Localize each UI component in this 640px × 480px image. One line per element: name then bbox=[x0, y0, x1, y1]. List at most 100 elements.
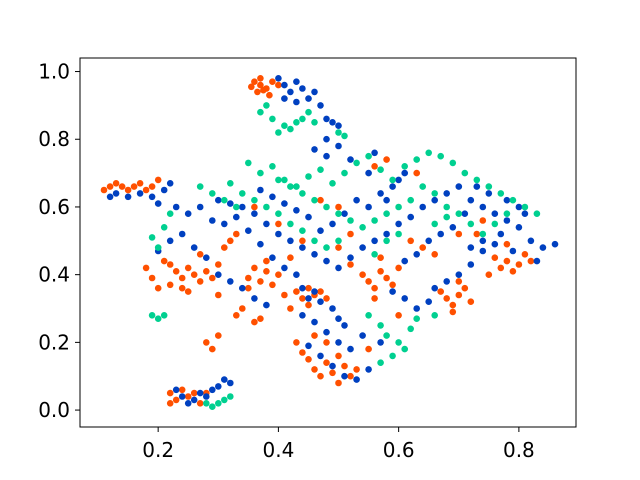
scatter-point bbox=[395, 230, 402, 238]
scatter-point bbox=[335, 379, 342, 387]
scatter-point bbox=[266, 91, 273, 99]
scatter-point bbox=[209, 403, 216, 411]
scatter-point bbox=[497, 230, 505, 238]
scatter-point bbox=[245, 159, 252, 167]
scatter-point bbox=[473, 230, 481, 238]
scatter-point bbox=[371, 217, 378, 224]
y-tick-label: 0.2 bbox=[38, 330, 70, 354]
scatter-point bbox=[287, 125, 294, 133]
x-tick-label: 0.2 bbox=[142, 438, 174, 462]
scatter-point bbox=[299, 244, 306, 251]
scatter-point bbox=[335, 352, 342, 360]
scatter-point bbox=[257, 315, 264, 323]
scatter-point bbox=[227, 180, 234, 187]
scatter-point bbox=[437, 288, 445, 295]
points-layer bbox=[100, 75, 559, 411]
scatter-point bbox=[293, 78, 300, 85]
scatter-point bbox=[299, 237, 306, 245]
scatter-point bbox=[341, 372, 348, 380]
scatter-point bbox=[245, 227, 252, 234]
scatter-point bbox=[233, 312, 240, 319]
scatter-point bbox=[299, 227, 306, 234]
scatter-point bbox=[491, 240, 499, 248]
scatter-point bbox=[401, 257, 409, 265]
scatter-point bbox=[461, 284, 469, 292]
scatter-point bbox=[190, 396, 198, 404]
scatter-point bbox=[311, 288, 318, 295]
scatter-point bbox=[323, 152, 330, 160]
scatter-point bbox=[287, 237, 294, 245]
scatter-point bbox=[527, 237, 535, 245]
scatter-point bbox=[347, 345, 354, 353]
scatter-point bbox=[407, 213, 415, 221]
scatter-point bbox=[184, 400, 192, 407]
scatter-point bbox=[233, 203, 240, 211]
scatter-point bbox=[251, 196, 258, 204]
scatter-point bbox=[269, 115, 276, 123]
scatter-point bbox=[305, 356, 312, 363]
scatter-point bbox=[413, 251, 421, 258]
y-tick-label: 0.0 bbox=[38, 398, 70, 422]
scatter-point bbox=[479, 217, 487, 224]
scatter-point bbox=[311, 237, 318, 245]
scatter-point bbox=[485, 271, 493, 279]
scatter-point bbox=[215, 271, 222, 279]
scatter-point bbox=[317, 166, 324, 173]
scatter-point bbox=[239, 190, 246, 197]
scatter-point bbox=[443, 203, 451, 211]
scatter-point bbox=[353, 196, 360, 204]
scatter-point bbox=[515, 224, 523, 231]
scatter-point bbox=[317, 196, 324, 204]
scatter-point bbox=[118, 183, 126, 190]
scatter-point bbox=[377, 339, 384, 346]
scatter-series-1 bbox=[106, 75, 559, 407]
scatter-point bbox=[148, 193, 156, 201]
scatter-point bbox=[281, 95, 288, 102]
scatter-point bbox=[431, 220, 439, 228]
scatter-point bbox=[299, 349, 306, 356]
scatter-point bbox=[112, 190, 120, 197]
scatter-point bbox=[347, 230, 354, 238]
scatter-point bbox=[419, 183, 427, 190]
plot-frame bbox=[79, 57, 577, 428]
scatter-point bbox=[221, 376, 228, 383]
scatter-point bbox=[154, 244, 162, 251]
scatter-point bbox=[124, 186, 132, 194]
scatter-point bbox=[323, 244, 330, 251]
scatter-point bbox=[491, 254, 499, 261]
scatter-point bbox=[299, 190, 306, 197]
scatter-point bbox=[365, 278, 372, 285]
scatter-point bbox=[389, 288, 396, 295]
x-tick-label: 0.6 bbox=[383, 438, 415, 462]
scatter-point bbox=[389, 281, 396, 289]
scatter-point bbox=[227, 200, 234, 207]
scatter-point bbox=[293, 98, 300, 106]
y-tick-label: 0.8 bbox=[38, 127, 70, 151]
scatter-point bbox=[257, 108, 264, 116]
scatter-point bbox=[311, 146, 318, 153]
scatter-point bbox=[251, 203, 258, 211]
scatter-point bbox=[455, 291, 463, 299]
scatter-point bbox=[190, 244, 198, 251]
scatter-point bbox=[335, 122, 342, 129]
scatter-point bbox=[533, 257, 541, 265]
scatter-point bbox=[257, 240, 264, 248]
scatter-point bbox=[425, 298, 433, 306]
scatter-point bbox=[347, 156, 354, 163]
scatter-point bbox=[239, 284, 246, 292]
scatter-point bbox=[178, 274, 186, 282]
scatter-point bbox=[323, 257, 330, 265]
scatter-point bbox=[275, 271, 282, 279]
scatter-point bbox=[106, 183, 114, 190]
scatter-point bbox=[209, 345, 216, 353]
scatter-point bbox=[136, 190, 144, 197]
scatter-point bbox=[425, 149, 433, 157]
scatter-point bbox=[245, 284, 252, 292]
scatter-point bbox=[281, 200, 288, 207]
scatter-point bbox=[527, 257, 535, 265]
scatter-point bbox=[449, 224, 457, 231]
scatter-point bbox=[281, 81, 288, 89]
scatter-point bbox=[383, 230, 390, 238]
scatter-point bbox=[154, 176, 162, 184]
